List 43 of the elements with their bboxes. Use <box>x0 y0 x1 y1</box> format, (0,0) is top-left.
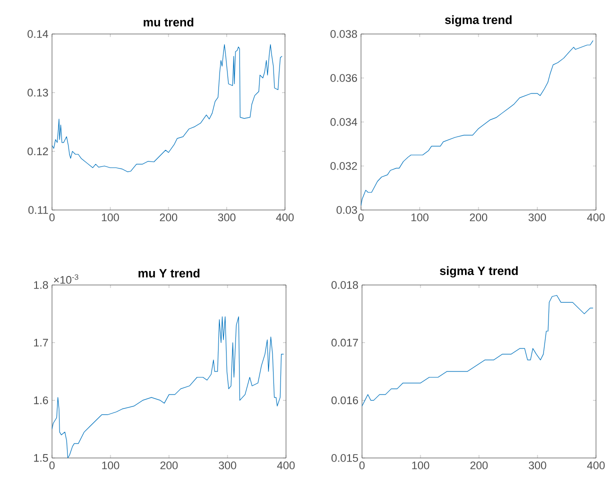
x-tick-label: 300 <box>528 462 546 470</box>
y-tick-label: 0.038 <box>330 30 357 38</box>
y-tick-label: 0.14 <box>28 30 48 38</box>
y-tick-label: 1.5 <box>34 454 48 462</box>
y-tick-label: 0.018 <box>331 281 358 289</box>
x-tick-label: 0 <box>358 214 364 222</box>
x-tick-label: 0 <box>49 462 55 470</box>
x-tick-label: 200 <box>160 214 178 222</box>
y-tick-label: 0.032 <box>330 162 357 170</box>
x-tick-label: 200 <box>160 462 178 470</box>
x-tick-label: 400 <box>587 462 605 470</box>
y-tick-label: 0.017 <box>331 338 358 347</box>
y-tick-label: 0.034 <box>330 118 358 126</box>
x-tick-label: 100 <box>102 462 120 470</box>
x-tick-label: 400 <box>276 214 294 222</box>
text: ×10$^{-3}$ <box>54 274 78 284</box>
x-tick-label: 100 <box>412 462 430 470</box>
y-tick-label: 0.016 <box>331 396 358 404</box>
chart-title: sigma trend <box>445 15 512 26</box>
x-tick-label: 300 <box>218 462 236 470</box>
x-tick-label: 0 <box>49 214 55 222</box>
chart-title: mu Y trend <box>138 268 200 278</box>
y-tick-label: 1.7 <box>34 338 48 346</box>
chart-title: mu trend <box>144 18 194 26</box>
x-tick-label: 0 <box>359 462 365 470</box>
x-tick-label: 400 <box>587 214 605 222</box>
y-tick-label: 1.8 <box>34 281 48 289</box>
y-tick-label: 0.03 <box>336 206 357 214</box>
x-tick-label: 100 <box>102 214 119 222</box>
y-tick-label: 0.13 <box>28 88 48 97</box>
y-tick-label: 0.036 <box>330 74 357 82</box>
x-tick-label: 400 <box>277 462 295 470</box>
x-tick-label: 200 <box>470 462 488 470</box>
x-tick-label: 300 <box>218 214 236 222</box>
x-tick-label: 100 <box>411 214 428 222</box>
chart-title: sigma Y trend <box>440 266 518 278</box>
line-series <box>52 316 284 458</box>
y-tick-label: 0.015 <box>331 454 358 462</box>
y-tick-label: 1.6 <box>34 396 48 404</box>
y-tick-label: 0.11 <box>28 206 48 214</box>
x-tick-label: 200 <box>470 214 488 222</box>
y-tick-label: 0.12 <box>28 147 48 156</box>
x-tick-label: 300 <box>528 214 546 222</box>
